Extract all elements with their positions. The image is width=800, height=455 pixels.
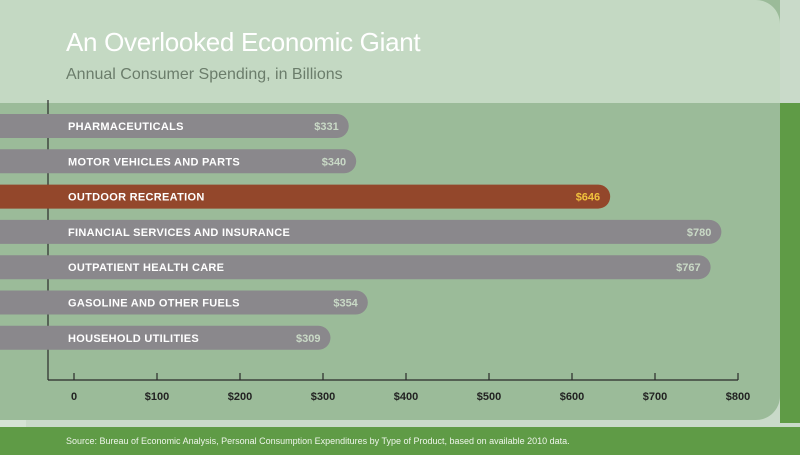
chart-subtitle: Annual Consumer Spending, in Billions (66, 66, 343, 83)
bar (0, 255, 711, 280)
x-tick-label: $800 (726, 391, 750, 403)
bar-category-label: FINANCIAL SERVICES AND INSURANCE (68, 227, 290, 239)
bar (0, 219, 722, 244)
header-panel (0, 0, 780, 103)
bar-value-label: $331 (314, 121, 338, 133)
x-tick-label: $500 (477, 391, 501, 403)
bar-value-label: $340 (322, 156, 346, 168)
bar (0, 290, 368, 315)
bar-value-label: $780 (687, 227, 711, 239)
chart-title: An Overlooked Economic Giant (66, 27, 421, 57)
bar-category-label: MOTOR VEHICLES AND PARTS (68, 156, 240, 168)
bar-category-label: GASOLINE AND OTHER FUELS (68, 298, 240, 310)
x-tick-label: $400 (394, 391, 418, 403)
chart-card (0, 0, 780, 420)
right-accent-strip (780, 103, 800, 423)
source-note: Source: Bureau of Economic Analysis, Per… (66, 436, 570, 446)
bar (0, 114, 349, 138)
bar-value-label: $767 (676, 262, 700, 274)
bar (0, 184, 611, 209)
x-tick-label: $100 (145, 391, 169, 403)
bar (0, 325, 331, 350)
bar (0, 149, 357, 174)
bar-category-label: OUTDOOR RECREATION (68, 192, 205, 204)
x-tick-label: $600 (560, 391, 584, 403)
bar-value-label: $354 (333, 298, 358, 310)
bar-value-label: $309 (296, 333, 320, 345)
bar-category-label: OUTPATIENT HEALTH CARE (68, 262, 224, 274)
bar-category-label: HOUSEHOLD UTILITIES (68, 333, 199, 345)
bar-value-label: $646 (576, 192, 600, 204)
x-tick-label: $200 (228, 391, 252, 403)
x-tick-label: $700 (643, 391, 667, 403)
x-tick-label: 0 (71, 391, 77, 403)
source-band (0, 427, 800, 455)
x-tick-label: $300 (311, 391, 335, 403)
bar-category-label: PHARMACEUTICALS (68, 121, 184, 133)
